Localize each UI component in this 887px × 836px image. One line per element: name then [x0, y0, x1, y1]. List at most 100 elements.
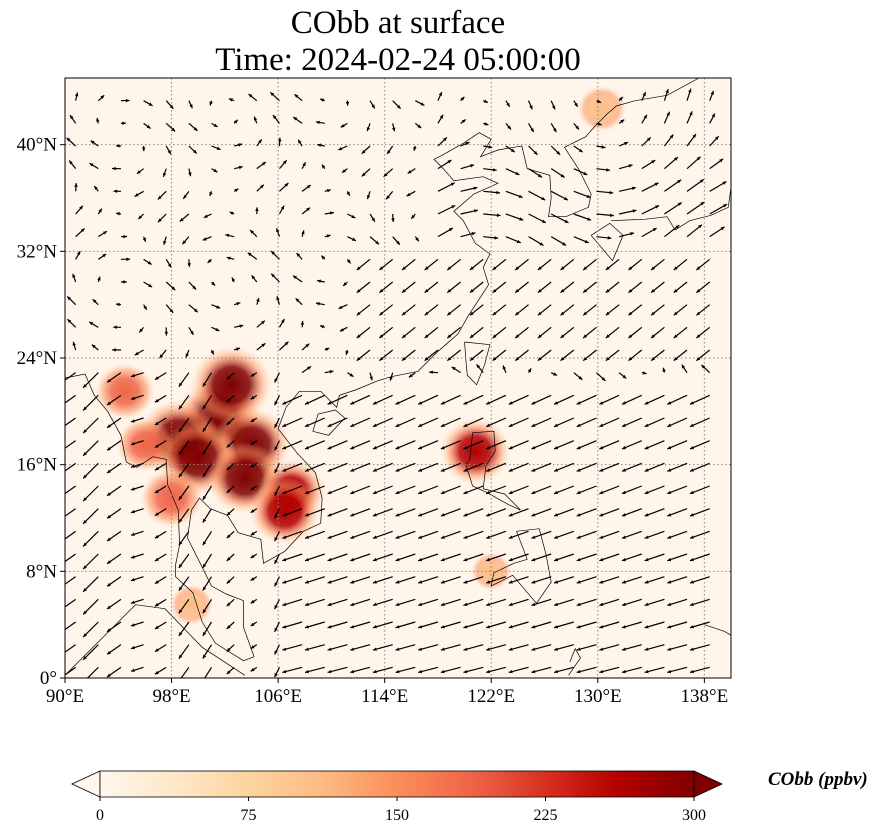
- wind-arrow: [531, 462, 552, 472]
- wind-arrow: [321, 255, 326, 260]
- wind-arrow: [65, 508, 77, 517]
- wind-arrow: [256, 342, 266, 351]
- wind-arrow: [576, 644, 597, 651]
- wind-arrow: [82, 462, 99, 479]
- wind-arrow: [97, 253, 107, 260]
- wind-arrow: [469, 326, 484, 339]
- wind-arrow: [667, 417, 688, 428]
- wind-arrow: [304, 530, 325, 539]
- wind-arrow: [573, 372, 583, 381]
- wind-arrow: [274, 485, 280, 497]
- wind-arrow: [395, 417, 416, 428]
- wind-arrow: [605, 304, 620, 316]
- wind-arrow: [202, 599, 213, 614]
- wind-arrow: [644, 598, 665, 607]
- wind-arrow: [531, 485, 552, 495]
- wind-arrow: [130, 485, 144, 491]
- wind-arrow: [346, 258, 352, 264]
- wind-arrow: [300, 320, 305, 328]
- wind-arrow: [628, 281, 643, 294]
- wind-arrow: [689, 621, 710, 629]
- wind-arrow: [605, 281, 620, 294]
- wind-arrow: [163, 236, 167, 245]
- wind-arrow: [508, 553, 529, 562]
- wind-arrow: [673, 304, 688, 316]
- wind-arrow: [621, 462, 642, 472]
- wind-arrow: [179, 213, 190, 222]
- wind-arrow: [573, 168, 588, 176]
- wind-arrow: [188, 304, 199, 313]
- wind-arrow: [356, 281, 371, 294]
- wind-arrow: [667, 530, 688, 539]
- wind-arrow: [644, 644, 665, 651]
- wind-arrow: [202, 553, 213, 569]
- wind-arrow: [229, 211, 235, 215]
- wind-arrow: [386, 145, 394, 155]
- wind-arrow: [582, 258, 597, 271]
- wind-arrow: [414, 236, 420, 242]
- wind-arrow: [599, 666, 620, 674]
- wind-arrow: [350, 440, 371, 450]
- wind-arrow: [202, 372, 213, 387]
- wind-arrow: [247, 252, 258, 260]
- wind-arrow: [82, 394, 99, 411]
- wind-arrow: [410, 213, 416, 220]
- wind-arrow: [395, 530, 416, 539]
- wind-arrow: [508, 417, 529, 428]
- wind-arrow: [327, 666, 348, 674]
- wind-arrow: [338, 304, 348, 310]
- wind-arrow: [350, 530, 371, 539]
- wind-arrow: [582, 326, 597, 339]
- wind-arrow: [256, 161, 267, 170]
- wind-arrow: [154, 508, 167, 517]
- wind-arrow: [274, 440, 280, 451]
- wind-arrow: [550, 190, 569, 201]
- wind-arrow: [531, 598, 552, 607]
- wind-arrow: [274, 372, 280, 383]
- wind-arrow: [162, 168, 167, 178]
- wind-arrow: [686, 201, 705, 215]
- wind-arrow: [350, 666, 371, 674]
- wind-arrow: [650, 326, 665, 339]
- wind-arrow: [369, 236, 380, 245]
- wind-arrow: [178, 644, 190, 659]
- wind-arrow: [248, 93, 258, 102]
- wind-arrow: [202, 395, 213, 410]
- wind-arrow: [437, 91, 443, 101]
- coastline: [611, 187, 731, 231]
- wind-arrow: [372, 598, 393, 607]
- wind-arrow: [372, 576, 393, 584]
- wind-arrow: [596, 99, 602, 104]
- wind-arrow: [372, 485, 393, 495]
- wind-arrow: [395, 666, 416, 674]
- wind-arrow: [460, 186, 478, 192]
- wind-arrow: [599, 462, 620, 472]
- wind-arrow: [372, 462, 393, 472]
- wind-arrow: [211, 168, 218, 173]
- wind-arrow: [531, 394, 552, 405]
- wind-arrow: [437, 159, 452, 170]
- coastline: [704, 624, 731, 636]
- wind-arrow: [154, 621, 167, 630]
- wind-arrow: [463, 417, 484, 428]
- wind-arrow: [508, 666, 529, 674]
- wind-arrow: [528, 213, 547, 224]
- wind-arrow: [350, 508, 371, 517]
- wind-arrow: [485, 644, 507, 651]
- wind-arrow: [188, 145, 198, 154]
- wind-arrow: [72, 341, 77, 351]
- wind-arrow: [282, 598, 303, 607]
- wind-arrow: [187, 259, 191, 267]
- wind-arrow: [689, 576, 710, 584]
- wind-arrow: [253, 116, 258, 124]
- wind-arrow: [667, 553, 688, 562]
- wind-arrow: [341, 168, 348, 174]
- wind-arrow: [709, 113, 716, 124]
- wind-arrow: [356, 349, 371, 362]
- wind-arrow: [463, 644, 484, 651]
- wind-arrow: [553, 644, 574, 651]
- wind-arrow: [141, 145, 146, 152]
- colorbar-tick-label: 0: [96, 807, 104, 824]
- wind-arrow: [663, 111, 671, 124]
- coastline: [312, 409, 346, 436]
